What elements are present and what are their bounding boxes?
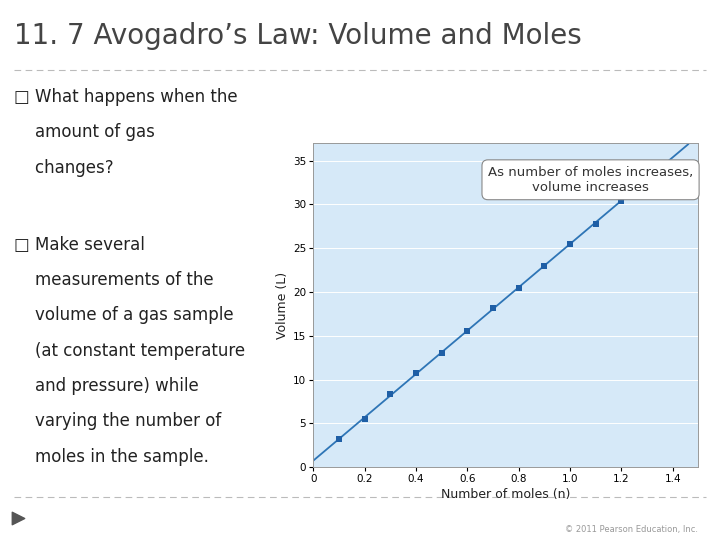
Text: 11. 7 Avogadro’s Law: Volume and Moles: 11. 7 Avogadro’s Law: Volume and Moles <box>14 22 582 50</box>
Text: © 2011 Pearson Education, Inc.: © 2011 Pearson Education, Inc. <box>565 525 698 535</box>
Text: moles in the sample.: moles in the sample. <box>14 448 210 465</box>
Y-axis label: Volume (L): Volume (L) <box>276 272 289 339</box>
Text: □ What happens when the: □ What happens when the <box>14 88 238 106</box>
Text: volume of a gas sample: volume of a gas sample <box>14 306 234 325</box>
Text: □ Make several: □ Make several <box>14 235 145 254</box>
Text: As number of moles increases,
volume increases: As number of moles increases, volume inc… <box>488 166 693 194</box>
Text: and pressure) while: and pressure) while <box>14 377 199 395</box>
Text: varying the number of: varying the number of <box>14 413 222 430</box>
Text: changes?: changes? <box>14 159 114 177</box>
Text: measurements of the: measurements of the <box>14 271 214 289</box>
Text: amount of gas: amount of gas <box>14 124 156 141</box>
X-axis label: Number of moles (n): Number of moles (n) <box>441 488 570 501</box>
Text: (at constant temperature: (at constant temperature <box>14 342 246 360</box>
